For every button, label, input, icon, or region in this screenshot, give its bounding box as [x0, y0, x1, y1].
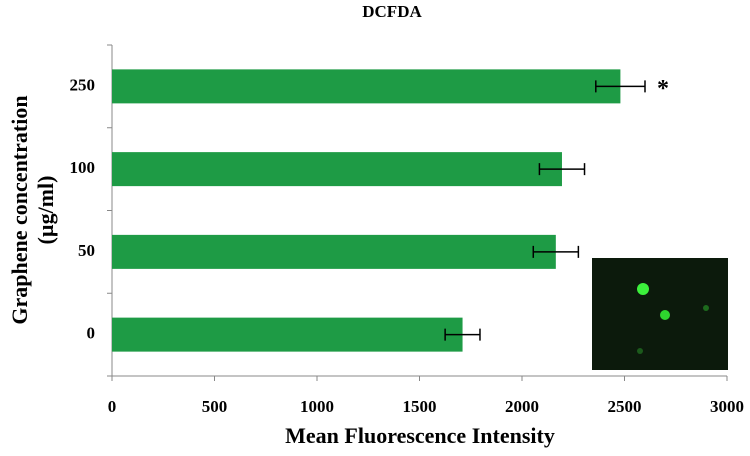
- inset-background: [592, 258, 728, 370]
- y-axis-label-line: (µg/ml): [33, 176, 58, 245]
- x-tick-label: 1000: [300, 397, 334, 416]
- cell: [637, 348, 643, 354]
- y-axis-label-line: Graphene concentration: [7, 95, 32, 324]
- cell: [637, 283, 649, 295]
- x-axis-label: Mean Fluorescence Intensity: [285, 423, 555, 448]
- y-tick-label: 50: [78, 241, 95, 260]
- bar: [112, 234, 556, 269]
- cell: [703, 305, 709, 311]
- y-tick-label: 0: [87, 324, 96, 343]
- x-tick-label: 1500: [403, 397, 437, 416]
- x-tick-label: 500: [202, 397, 228, 416]
- chart-title: DCFDA: [362, 2, 422, 21]
- x-tick-label: 2500: [608, 397, 642, 416]
- y-tick-label: 100: [70, 158, 96, 177]
- cell: [660, 310, 670, 320]
- y-axis-label: Graphene concentration (µg/ml): [7, 95, 58, 324]
- inset-image: [592, 258, 728, 370]
- x-tick-label: 3000: [710, 397, 744, 416]
- x-tick-label: 2000: [505, 397, 539, 416]
- annotation: *: [657, 76, 669, 102]
- bar: [112, 317, 463, 352]
- y-tick-label: 250: [70, 75, 96, 94]
- bar: [112, 69, 621, 104]
- x-tick-label: 0: [108, 397, 117, 416]
- bar: [112, 152, 562, 187]
